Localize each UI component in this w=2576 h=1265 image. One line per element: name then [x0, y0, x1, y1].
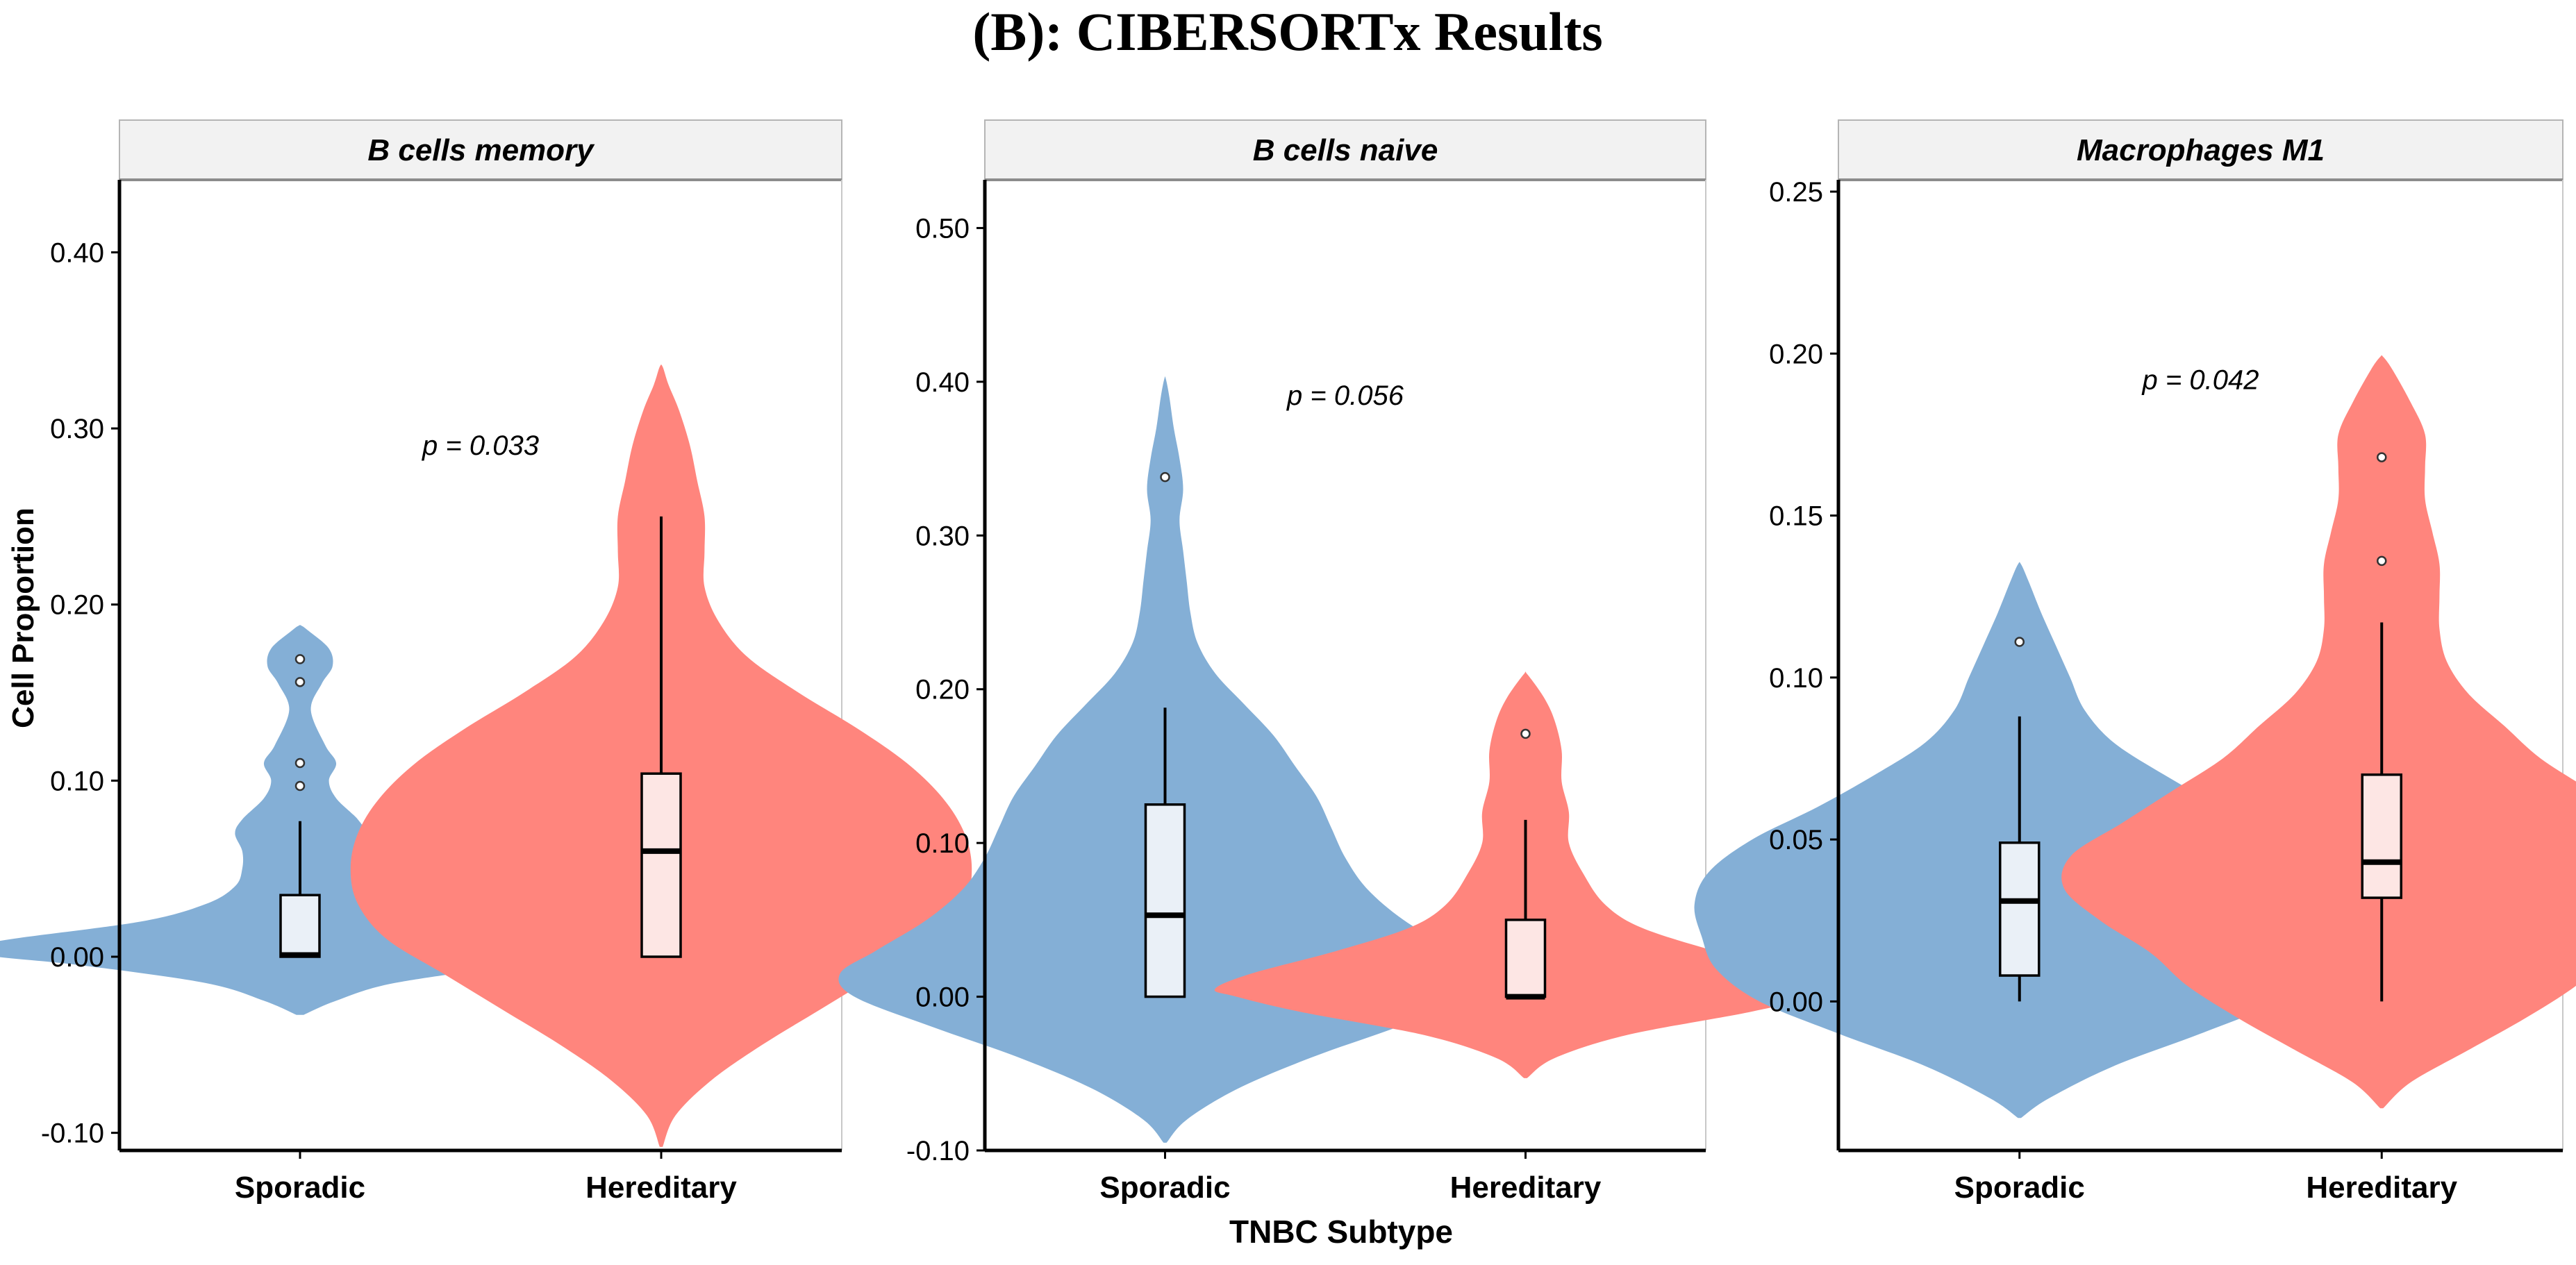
- y-tick-label: 0.10: [1769, 663, 1823, 694]
- y-tick-label: 0.10: [915, 828, 970, 859]
- y-tick-label: 0.20: [915, 675, 970, 705]
- p-value-annotation: p = 0.056: [1286, 380, 1404, 411]
- y-tick-label: 0.25: [1769, 177, 1823, 208]
- x-tick-label: Hereditary: [1450, 1171, 1602, 1205]
- outlier-point: [294, 677, 306, 687]
- y-tick-label: 0.50: [915, 213, 970, 244]
- y-tick-label: 0.30: [50, 414, 104, 444]
- panel-strip: [1838, 119, 2563, 181]
- outlier-point: [2377, 452, 2387, 462]
- panel-1: B cells memory -0.10 0.00 0.10 0.20 0.30 0.40 S…: [0, 119, 972, 1205]
- outlier-point: [294, 757, 306, 769]
- panel-title: Macrophages M1: [2077, 133, 2325, 167]
- p-value-annotation: p = 0.033: [422, 430, 539, 461]
- outlier-point: [1160, 471, 1170, 483]
- x-tick-label: Hereditary: [585, 1171, 737, 1205]
- y-tick-label: 0.30: [915, 521, 970, 551]
- panel-title: B cells naive: [1253, 133, 1438, 167]
- panel-strip: [984, 119, 1706, 181]
- panel-2: B cells naive -0.10 0.00 0.10 0.20 0.30 0.40 0.…: [838, 119, 1837, 1205]
- outlier-point: [1520, 728, 1531, 739]
- x-tick-label: Sporadic: [1954, 1171, 2085, 1205]
- y-tick-label: 0.05: [1769, 825, 1823, 855]
- outlier-point: [294, 654, 306, 664]
- y-tick-label: 0.10: [50, 766, 104, 796]
- panel-title: B cells memory: [367, 133, 595, 167]
- y-tick-label: 0.15: [1769, 501, 1823, 532]
- panel-strip: [119, 119, 842, 181]
- outlier-point: [294, 780, 306, 791]
- p-value-annotation: p = 0.042: [2142, 365, 2259, 396]
- y-tick-label: 0.00: [50, 942, 104, 973]
- box-hereditary: [640, 772, 682, 958]
- panel-3: Macrophages M1 0.00 0.05 0.10 0.15 0.20 0.25 Sp…: [1694, 119, 2576, 1205]
- box-sporadic: [1999, 841, 2041, 977]
- y-tick-label: 0.20: [1769, 339, 1823, 369]
- y-tick-label: 0.20: [50, 590, 104, 621]
- panels: B cells memory -0.10 0.00 0.10 0.20 0.30 0.40 S…: [0, 119, 2576, 1205]
- x-tick-label: Hereditary: [2306, 1171, 2457, 1205]
- y-tick-label: 0.40: [50, 237, 104, 268]
- outlier-point: [2377, 555, 2387, 567]
- violin-hereditary: [2061, 355, 2576, 1109]
- y-tick-label: 0.00: [1769, 987, 1823, 1017]
- x-tick-label: Sporadic: [235, 1171, 365, 1205]
- box-sporadic: [279, 894, 321, 958]
- box-hereditary: [1504, 919, 1547, 998]
- x-axis-label: TNBC Subtype: [1229, 1214, 1453, 1250]
- outlier-point: [2014, 637, 2025, 647]
- y-tick-label: 0.00: [915, 982, 970, 1013]
- y-tick-label: 0.40: [915, 367, 970, 398]
- x-tick-label: Sporadic: [1099, 1171, 1230, 1205]
- y-tick-label: -0.10: [906, 1136, 970, 1166]
- y-axis-label: Cell Proportion: [6, 508, 40, 728]
- box-sporadic: [1144, 803, 1186, 998]
- y-tick-label: -0.10: [41, 1119, 104, 1149]
- box-hereditary: [2361, 773, 2402, 899]
- figure-title: (B): CIBERSORTx Results: [972, 1, 1602, 62]
- violin-sporadic: [0, 625, 640, 1015]
